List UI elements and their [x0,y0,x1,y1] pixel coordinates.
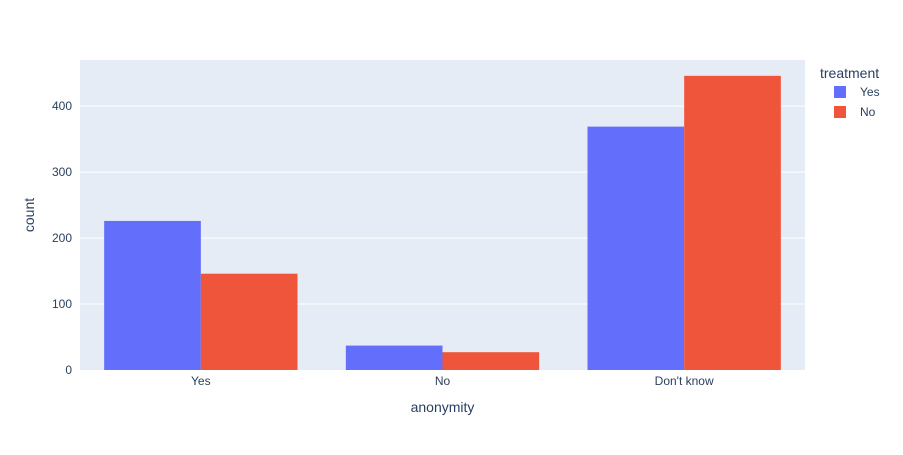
y-tick-label: 200 [52,231,72,245]
y-axis-title: count [21,198,37,232]
bar-yes-2[interactable] [587,126,685,370]
legend: treatment Yes No [820,65,880,119]
y-tick-label: 100 [52,297,72,311]
legend-label[interactable]: Yes [860,85,880,99]
x-axis-title: anonymity [411,399,475,415]
legend-title: treatment [820,65,879,81]
y-tick-label: 400 [52,99,72,113]
bar-no-2[interactable] [684,75,781,371]
x-tick-label: No [435,374,451,388]
legend-swatch[interactable] [834,86,846,98]
y-tick-label: 300 [52,165,72,179]
x-tick-label: Don't know [655,374,714,388]
bar-yes-1[interactable] [345,345,443,370]
y-tick-label: 0 [65,363,72,377]
y-axis-ticks: 0 100 200 300 400 [52,99,72,377]
x-tick-label: Yes [191,374,211,388]
x-axis-ticks: Yes No Don't know [191,374,714,388]
legend-swatch[interactable] [834,106,846,118]
bar-yes-0[interactable] [104,220,201,370]
legend-items: Yes No [834,85,880,119]
legend-label[interactable]: No [860,105,876,119]
bars [104,75,781,371]
bar-no-0[interactable] [200,273,298,370]
bar-no-1[interactable] [442,352,540,370]
